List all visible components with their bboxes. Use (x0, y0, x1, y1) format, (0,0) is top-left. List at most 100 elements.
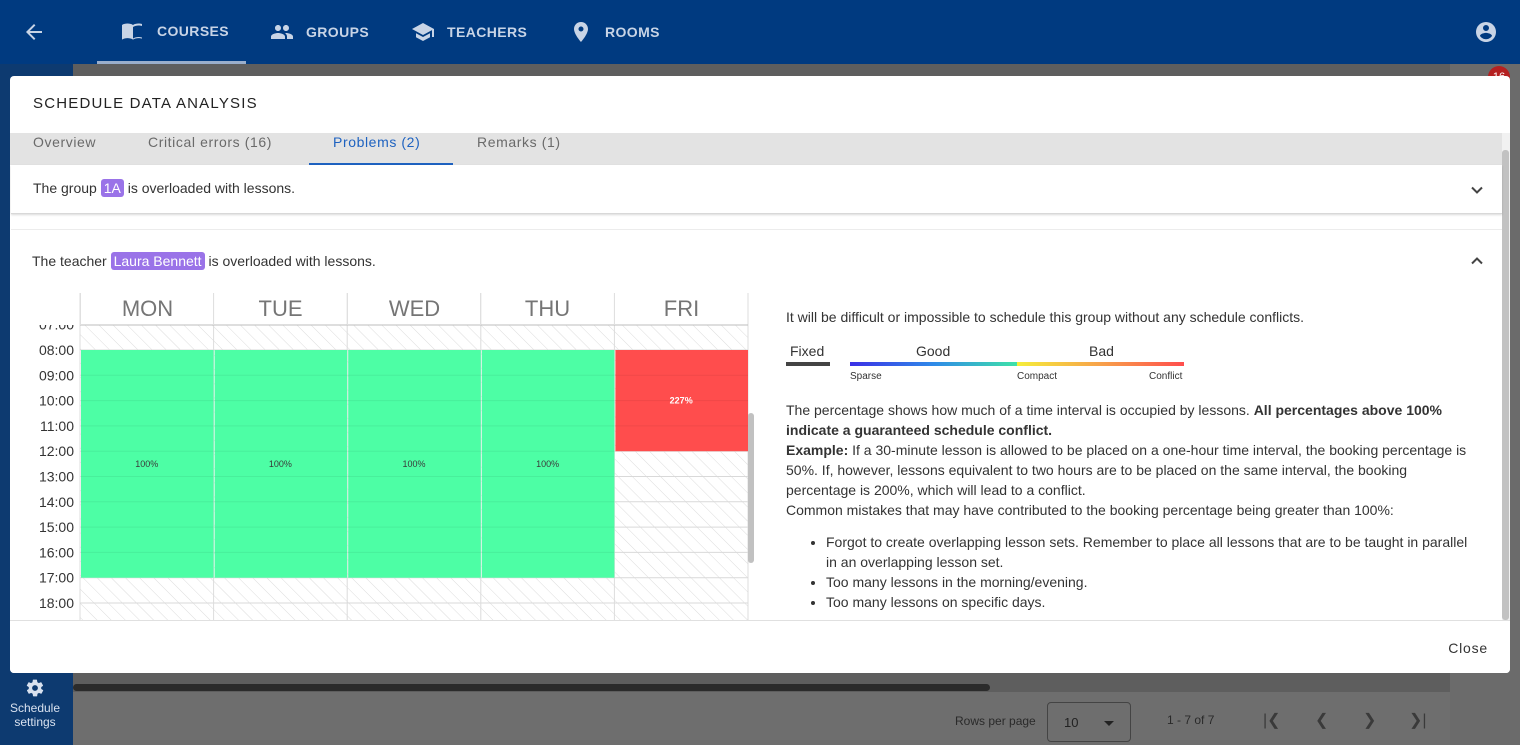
tab-problems[interactable]: Problems (2) (309, 133, 453, 165)
panel-divider (11, 229, 1502, 230)
location-pin-icon (574, 22, 588, 42)
table-pagination: Rows per page 10 1 - 7 of 7 |❮ ❮ ❯ ❯| (73, 692, 1450, 745)
dialog-footer: Close (10, 620, 1510, 673)
horizontal-scrollbar[interactable] (73, 684, 990, 691)
tab-remarks[interactable]: Remarks (1) (477, 133, 561, 165)
nav-tab-label: COURSES (157, 22, 230, 39)
explanation-bold: All percentages above 100% indicate a gu… (786, 402, 1442, 438)
problem-panel-group[interactable]: The group 1A is overloaded with lessons. (11, 165, 1502, 214)
explanation-paragraph: The percentage shows how much of a time … (786, 400, 1476, 520)
schedule-grid-canvas: 07:0008:0009:0010:0011:0012:0013:0014:00… (10, 293, 770, 621)
schedule-settings-label: Schedule settings (9, 701, 61, 729)
book-icon (122, 23, 142, 40)
group-chip: 1A (100, 179, 124, 197)
day-header-mon: MON (80, 293, 214, 325)
legend-good-label: Good (916, 343, 951, 359)
pagination-range: 1 - 7 of 7 (1167, 713, 1215, 727)
legend-bad-label: Bad (1089, 343, 1114, 359)
problem-prefix: The teacher (32, 253, 107, 269)
time-label: 16:00 (39, 544, 74, 560)
booking-block (348, 350, 481, 578)
legend-sparse-label: Sparse (850, 371, 882, 382)
tab-label: Overview (33, 134, 97, 150)
back-arrow-icon[interactable] (22, 20, 46, 44)
booking-percentage-label: 100% (536, 459, 559, 469)
time-label: 12:00 (39, 443, 74, 459)
next-page-icon[interactable]: ❯ (1363, 712, 1377, 729)
example-label: Example: (786, 442, 849, 458)
nav-tab-courses[interactable]: COURSES (97, 0, 246, 64)
tab-label: Critical errors (16) (148, 134, 273, 150)
top-app-bar: COURSES GROUPS TEACHERS ROOMS (0, 0, 1520, 64)
day-header-tue: TUE (213, 293, 347, 325)
problem-text: The group 1A is overloaded with lessons. (33, 179, 296, 197)
legend-conflict-label: Conflict (1149, 371, 1183, 382)
schedule-scrollbar-thumb[interactable] (748, 413, 754, 563)
dropdown-caret-icon (1104, 721, 1114, 726)
problem-suffix: is overloaded with lessons. (127, 180, 296, 196)
rows-per-page-label: Rows per page (955, 714, 1036, 728)
nav-tab-teachers[interactable]: TEACHERS (411, 0, 527, 64)
rows-per-page-select[interactable]: 10 (1047, 702, 1131, 742)
booking-block (81, 350, 214, 578)
time-label: 08:00 (39, 342, 74, 358)
mistakes-list: Forgot to create overlapping lesson sets… (826, 532, 1476, 612)
problem-prefix: The group (33, 180, 97, 196)
booking-percentage-label: 100% (402, 459, 425, 469)
tab-label: Remarks (1) (477, 134, 561, 150)
teacher-chip: Laura Bennett (110, 252, 205, 270)
time-label: 09:00 (39, 367, 74, 383)
dialog-title: SCHEDULE DATA ANALYSIS (33, 95, 258, 112)
people-icon (271, 25, 293, 39)
legend-bad-gradient (1017, 362, 1184, 366)
account-circle-icon[interactable] (1474, 20, 1498, 49)
dialog-scrollbar-thumb[interactable] (1502, 150, 1509, 620)
list-item: Too many lessons in the morning/evening. (826, 572, 1476, 592)
nav-tab-groups[interactable]: GROUPS (270, 0, 369, 64)
booking-block (214, 350, 348, 578)
legend-fixed-swatch (786, 362, 830, 366)
nav-tab-rooms[interactable]: ROOMS (569, 0, 660, 64)
problem-text: The teacher Laura Bennett is overloaded … (32, 252, 376, 270)
time-label: 13:00 (39, 469, 74, 485)
booking-block (481, 350, 615, 578)
schedule-settings-button[interactable]: Schedule settings (0, 678, 70, 729)
example-text: If a 30-minute lesson is allowed to be p… (786, 442, 1467, 498)
tab-critical-errors[interactable]: Critical errors (16) (148, 133, 272, 165)
time-label: 11:00 (40, 418, 74, 434)
time-label: 10:00 (39, 393, 74, 409)
chevron-up-icon[interactable] (1470, 254, 1484, 273)
last-page-icon[interactable]: ❯| (1409, 712, 1427, 729)
close-button[interactable]: Close (1448, 640, 1488, 656)
time-label: 18:00 (39, 595, 74, 611)
list-item: Too many lessons on specific days. (826, 592, 1476, 612)
booking-block (615, 350, 748, 452)
chevron-down-icon[interactable] (1470, 183, 1484, 202)
analysis-explanation: The percentage shows how much of a time … (786, 400, 1476, 612)
gear-icon (26, 679, 44, 697)
legend-compact-label: Compact (1017, 371, 1058, 382)
dialog-tabs: Overview Critical errors (16) Problems (… (10, 133, 1502, 165)
problem-suffix: is overloaded with lessons. (208, 253, 376, 269)
time-label: 14:00 (39, 494, 74, 510)
list-item: Forgot to create overlapping lesson sets… (826, 532, 1476, 572)
first-page-icon[interactable]: |❮ (1263, 712, 1281, 729)
day-header-fri: FRI (614, 293, 748, 325)
explanation-text: The percentage shows how much of a time … (786, 402, 1254, 418)
booking-percentage-label: 100% (269, 459, 292, 469)
school-icon (412, 23, 434, 41)
nav-tab-label: TEACHERS (447, 24, 528, 40)
day-header-thu: THU (480, 293, 614, 325)
tab-label: Problems (2) (333, 134, 421, 150)
legend-fixed-label: Fixed (790, 343, 825, 359)
mistakes-intro: Common mistakes that may have contribute… (786, 502, 1394, 518)
previous-page-icon[interactable]: ❮ (1315, 712, 1329, 729)
day-header-background (10, 293, 770, 325)
nav-tab-label: ROOMS (605, 24, 660, 40)
booking-percentage-label: 227% (670, 396, 693, 406)
schedule-analysis-dialog: SCHEDULE DATA ANALYSIS Overview Critical… (10, 76, 1510, 673)
rows-per-page-value: 10 (1064, 715, 1079, 730)
tab-overview[interactable]: Overview (33, 133, 96, 165)
schedule-grid: 07:0008:0009:0010:0011:0012:0013:0014:00… (10, 293, 770, 621)
time-label: 15:00 (39, 519, 74, 535)
